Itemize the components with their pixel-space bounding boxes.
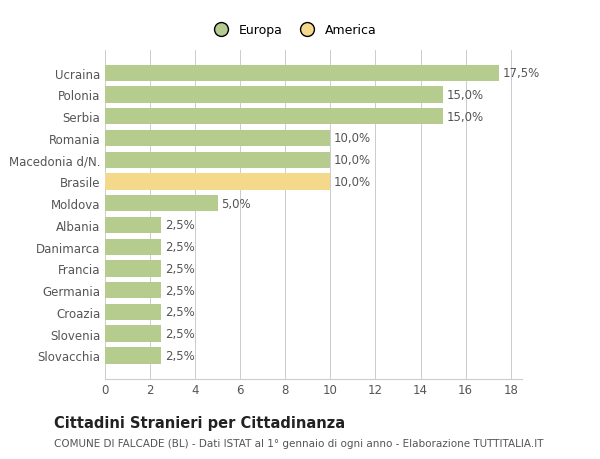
Text: 15,0%: 15,0% bbox=[446, 111, 484, 123]
Bar bbox=[105, 326, 161, 342]
Bar bbox=[105, 304, 161, 320]
Text: 2,5%: 2,5% bbox=[165, 241, 194, 254]
Bar bbox=[105, 130, 331, 147]
Legend: Europa, America: Europa, America bbox=[205, 21, 380, 41]
Text: 2,5%: 2,5% bbox=[165, 219, 194, 232]
Text: 2,5%: 2,5% bbox=[165, 306, 194, 319]
Text: 10,0%: 10,0% bbox=[334, 175, 371, 189]
Bar bbox=[105, 152, 331, 168]
Bar bbox=[105, 65, 499, 82]
Bar bbox=[105, 217, 161, 234]
Text: 17,5%: 17,5% bbox=[503, 67, 540, 80]
Bar bbox=[105, 109, 443, 125]
Text: 2,5%: 2,5% bbox=[165, 263, 194, 275]
Text: 5,0%: 5,0% bbox=[221, 197, 251, 210]
Bar bbox=[105, 261, 161, 277]
Text: 2,5%: 2,5% bbox=[165, 349, 194, 362]
Bar bbox=[105, 87, 443, 103]
Bar bbox=[105, 196, 218, 212]
Text: 10,0%: 10,0% bbox=[334, 154, 371, 167]
Bar bbox=[105, 282, 161, 299]
Bar bbox=[105, 174, 331, 190]
Bar bbox=[105, 347, 161, 364]
Text: 15,0%: 15,0% bbox=[446, 89, 484, 102]
Text: 2,5%: 2,5% bbox=[165, 327, 194, 341]
Text: 2,5%: 2,5% bbox=[165, 284, 194, 297]
Text: 10,0%: 10,0% bbox=[334, 132, 371, 145]
Text: COMUNE DI FALCADE (BL) - Dati ISTAT al 1° gennaio di ogni anno - Elaborazione TU: COMUNE DI FALCADE (BL) - Dati ISTAT al 1… bbox=[54, 438, 544, 448]
Bar bbox=[105, 239, 161, 255]
Text: Cittadini Stranieri per Cittadinanza: Cittadini Stranieri per Cittadinanza bbox=[54, 415, 345, 431]
